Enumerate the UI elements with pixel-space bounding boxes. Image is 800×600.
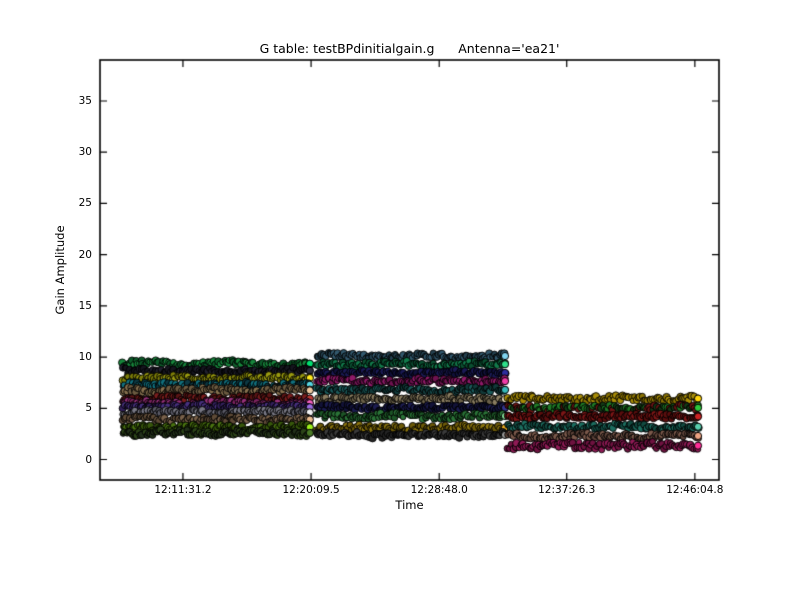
x-tick-label: 12:28:48.0 [410,484,468,496]
x-tick-label: 12:20:09.5 [282,484,340,496]
y-tick-label: 25 [78,197,92,210]
x-tick-label: 12:37:26.3 [538,484,596,496]
y-tick-label: 15 [78,299,92,312]
x-tick-label: 12:11:31.2 [154,484,212,496]
y-tick-label: 30 [78,146,92,159]
x-axis-label: Time [395,498,424,512]
y-tick-label: 5 [85,402,92,415]
x-tick-label: 12:46:04.8 [666,484,724,496]
y-tick-label: 20 [78,248,92,261]
y-tick-label: 10 [78,351,92,364]
y-tick-label: 0 [85,453,92,466]
chart-title: G table: testBPdinitialgain.g Antenna='e… [259,41,560,56]
y-tick-label: 35 [78,94,92,107]
